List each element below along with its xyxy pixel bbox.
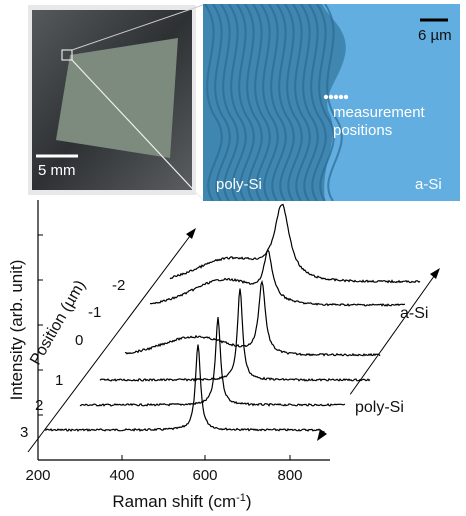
y-axis-label: Intensity (arb. unit)	[7, 260, 26, 401]
position-tick-label: -1	[88, 304, 101, 321]
spectrum	[125, 282, 380, 356]
region-label: a-Si	[415, 176, 442, 193]
position-axis-label: Position (µm)	[27, 278, 89, 368]
spectrum	[45, 345, 320, 431]
measurement-dots	[324, 95, 348, 99]
x-tick-label: 400	[109, 467, 134, 484]
side-label: a-Si	[400, 305, 428, 322]
x-tick-label: 800	[277, 467, 302, 484]
spectrum	[150, 250, 405, 306]
side-label: poly-Si	[355, 399, 404, 416]
position-tick-label: 2	[35, 397, 43, 414]
position-tick-label: 3	[20, 424, 28, 441]
scale-label: 5 mm	[38, 162, 76, 179]
annotation: measurement	[333, 104, 426, 121]
annotation: positions	[333, 122, 392, 139]
position-tick-label: 1	[55, 372, 63, 389]
figure: 5 mm 6 µm measurement positions poly-Si …	[0, 0, 466, 516]
scale-label: 6 µm	[418, 27, 452, 44]
region-label: poly-Si	[216, 176, 262, 193]
position-tick-label: 0	[75, 332, 83, 349]
x-axis-label: Raman shift (cm-1)	[112, 492, 251, 511]
x-tick-label: 600	[192, 467, 217, 484]
spectrum	[170, 205, 420, 283]
plot: 200 400 600 800 Raman shift (cm-1) Inten…	[7, 200, 440, 511]
x-tick-label: 200	[25, 467, 50, 484]
position-tick-label: -2	[112, 277, 125, 294]
left-photo: 5 mm	[28, 5, 196, 195]
